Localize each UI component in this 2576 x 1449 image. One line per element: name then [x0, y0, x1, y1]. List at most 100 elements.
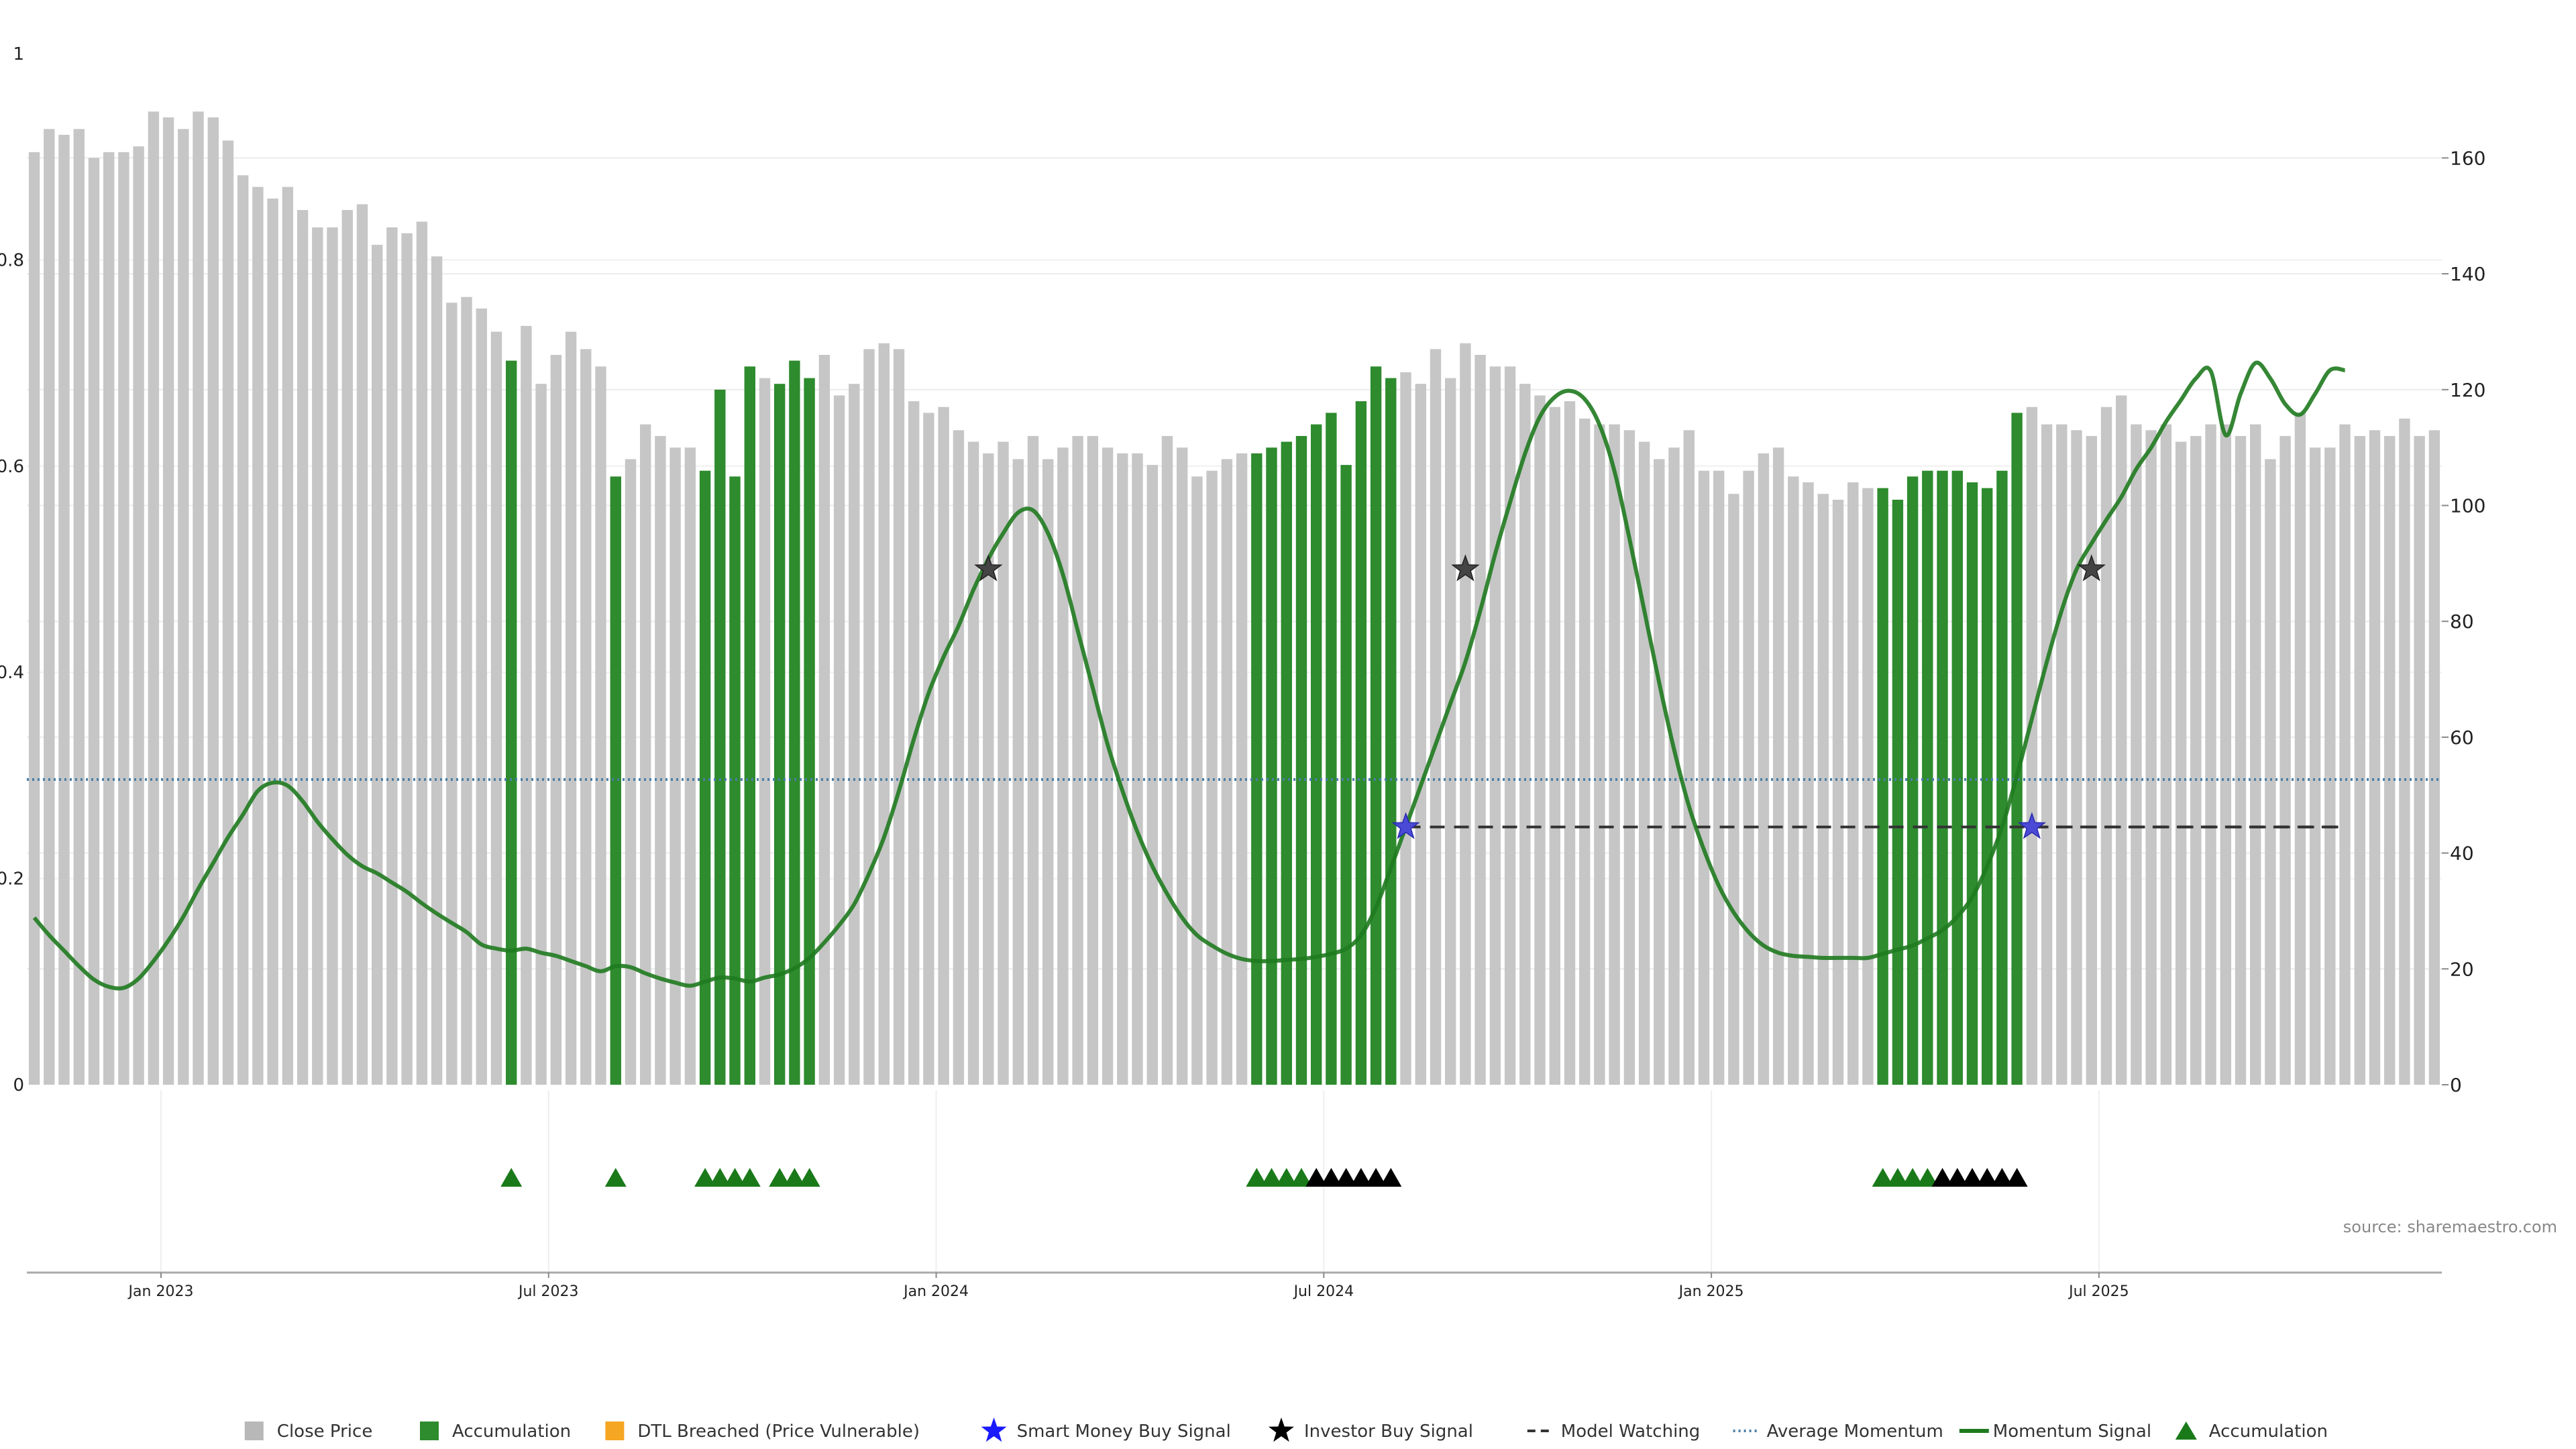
close-price-bar — [565, 331, 577, 1085]
accumulation-marker — [709, 1168, 731, 1187]
close-price-bar — [44, 129, 55, 1085]
close-price-bar — [1758, 453, 1770, 1085]
close-price-bar — [1803, 482, 1814, 1085]
close-price-bar — [2339, 424, 2351, 1085]
close-price-bar — [655, 435, 666, 1085]
close-price-bar — [2369, 430, 2381, 1085]
watch-marker — [2006, 1168, 2028, 1187]
close-price-bar — [2026, 407, 2038, 1085]
right-tick-label: 60 — [2450, 727, 2474, 749]
close-price-bar — [1012, 459, 1024, 1085]
close-price-bar — [401, 233, 413, 1085]
accumulation-bar — [610, 476, 621, 1085]
legend-label: Momentum Signal — [1993, 1421, 2151, 1442]
accumulation-marker — [694, 1168, 716, 1187]
close-price-bar — [1683, 430, 1695, 1085]
legend-label: Investor Buy Signal — [1304, 1421, 1473, 1442]
close-price-bar — [2205, 424, 2216, 1085]
accumulation-bar — [714, 389, 726, 1085]
gridlines — [27, 157, 2442, 1271]
watch-marker — [1350, 1168, 1372, 1187]
left-tick-label: 0.8 — [0, 250, 24, 270]
accumulation-marker — [1246, 1168, 1268, 1187]
accumulation-bar — [506, 360, 517, 1085]
close-price-bar — [1728, 494, 1739, 1085]
close-price-bar — [2250, 424, 2261, 1085]
close-price-bar — [222, 140, 234, 1085]
close-price-bar — [1862, 488, 1874, 1085]
close-price-bar — [1415, 384, 1426, 1085]
investor-buy-star — [1451, 554, 1480, 582]
close-price-bar — [327, 227, 338, 1085]
close-price-bar — [490, 331, 502, 1085]
accumulation-marker — [1917, 1168, 1939, 1187]
close-price-bar — [2324, 447, 2336, 1085]
close-price-bar — [2399, 419, 2410, 1085]
close-price-bar — [595, 366, 606, 1085]
close-price-bar — [2235, 435, 2247, 1085]
accumulation-bar — [774, 384, 786, 1085]
close-price-bar — [1072, 435, 1083, 1085]
accumulation-marker — [784, 1168, 806, 1187]
close-price-bar — [431, 256, 443, 1085]
close-price-bar — [1042, 459, 1054, 1085]
legend-label: Average Momentum — [1767, 1421, 1943, 1442]
accumulation-bar — [1996, 470, 2008, 1085]
close-price-bar — [88, 158, 100, 1085]
close-price-bar — [878, 343, 890, 1085]
legend-swatch-icon — [605, 1421, 625, 1440]
accumulation-marker — [739, 1168, 761, 1187]
accumulation-bar — [699, 470, 711, 1085]
right-tick-label: 40 — [2450, 843, 2474, 865]
close-price-bar — [178, 129, 189, 1085]
close-price-bar — [1668, 447, 1680, 1085]
accumulation-bar — [804, 378, 815, 1085]
accumulation-marker — [500, 1168, 523, 1187]
accumulation-marker — [1275, 1168, 1297, 1187]
close-price-bar — [1445, 378, 1456, 1085]
close-price-bar — [207, 117, 219, 1085]
legend-item: Investor Buy Signal — [1269, 1417, 1473, 1442]
close-price-bar — [521, 325, 532, 1085]
accumulation-marker — [1902, 1168, 1924, 1187]
close-price-bar — [1236, 453, 1248, 1085]
close-price-bar — [1102, 447, 1114, 1085]
close-price-bar — [193, 111, 204, 1085]
accumulation-bar — [789, 360, 800, 1085]
close-price-bar — [625, 459, 637, 1085]
close-price-bar — [1534, 395, 1546, 1085]
watch-marker — [1931, 1168, 1953, 1187]
accumulation-bar — [729, 476, 741, 1085]
watch-marker — [1365, 1168, 1387, 1187]
legend-label: Close Price — [277, 1421, 373, 1442]
close-price-bar — [1772, 447, 1784, 1085]
legend-item: Accumulation — [2175, 1421, 2328, 1442]
close-price-bar — [1847, 482, 1859, 1085]
watch-marker — [1991, 1168, 2013, 1187]
accumulation-markers — [500, 1168, 2028, 1187]
right-tick-label: 20 — [2450, 958, 2474, 980]
momentum-signal-line — [32, 360, 2346, 991]
close-price-bar — [297, 210, 309, 1085]
close-price-bar — [550, 355, 562, 1085]
close-price-bar — [953, 430, 965, 1085]
close-price-bar — [148, 111, 160, 1085]
legend-label: Model Watching — [1561, 1421, 1700, 1442]
close-price-bar — [1519, 384, 1531, 1085]
close-price-bar — [1206, 470, 1218, 1085]
close-price-bar — [1087, 435, 1099, 1085]
close-price-bar — [2309, 447, 2321, 1085]
accumulation-marker — [724, 1168, 746, 1187]
legend-item: Smart Money Buy Signal — [981, 1417, 1231, 1442]
accumulation-bar — [1355, 401, 1367, 1085]
close-price-bar — [73, 129, 85, 1085]
legend-swatch-icon — [244, 1421, 264, 1440]
legend-item: Close Price — [244, 1421, 373, 1442]
legend-label: Accumulation — [452, 1421, 571, 1442]
close-price-bar — [1057, 447, 1069, 1085]
legend-label: Accumulation — [2209, 1421, 2328, 1442]
close-price-bar — [669, 447, 681, 1085]
close-price-bar — [893, 349, 905, 1085]
investor-buy-star — [2077, 554, 2106, 582]
accumulation-marker — [604, 1168, 627, 1187]
